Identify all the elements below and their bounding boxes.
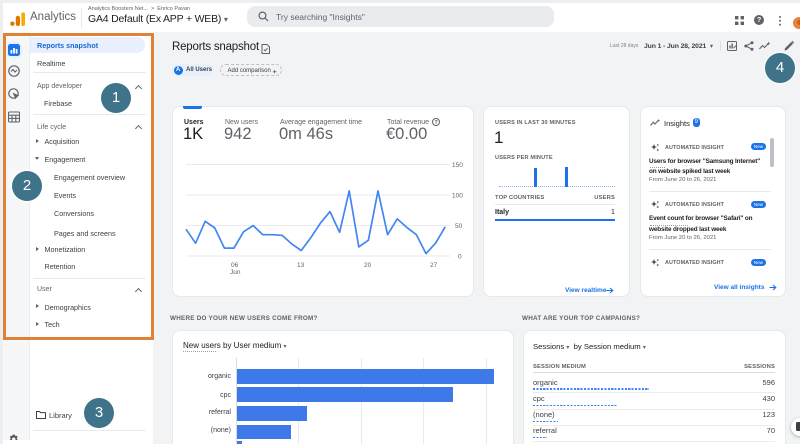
svg-text:150: 150 [452, 162, 463, 169]
svg-text:50: 50 [455, 223, 463, 230]
svg-text:100: 100 [452, 193, 463, 200]
svg-text:27: 27 [430, 262, 438, 269]
svg-text:0: 0 [458, 254, 462, 261]
svg-text:13: 13 [297, 262, 305, 269]
svg-text:20: 20 [364, 262, 372, 269]
svg-text:06: 06 [231, 262, 239, 269]
svg-text:Jun: Jun [230, 269, 241, 276]
